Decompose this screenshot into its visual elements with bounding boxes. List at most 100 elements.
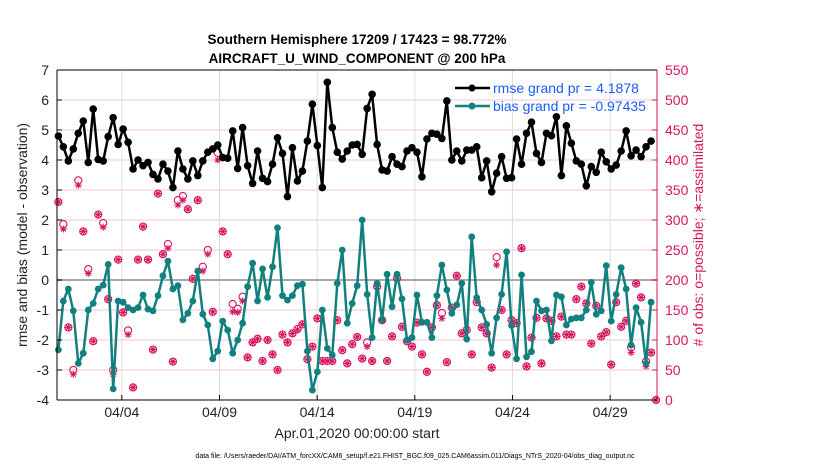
obs-assimilated-marker (567, 331, 575, 339)
obs-possible-marker (133, 255, 143, 264)
rmse-point (517, 160, 526, 168)
bias-point (269, 263, 276, 271)
bias-point (463, 335, 471, 343)
obs-assimilated-marker (607, 361, 615, 369)
obs-possible-marker (258, 356, 267, 366)
obs-possible-marker (502, 350, 511, 359)
obs-possible-marker (79, 227, 88, 236)
obs-assimilated-marker (244, 353, 252, 361)
obs-assimilated-marker (552, 332, 560, 340)
x-tick-label: 04/29 (593, 404, 628, 420)
obs-assimilated-marker (602, 328, 610, 336)
bias-point (413, 291, 421, 299)
y-right-tick-label: 550 (665, 62, 689, 78)
obs-assimilated-marker (293, 326, 301, 334)
bias-point (363, 291, 371, 298)
bias-point (582, 306, 590, 314)
obs-assimilated-marker (343, 359, 351, 367)
bias-point (328, 351, 336, 359)
obs-assimilated-marker (537, 359, 545, 367)
bias-point (189, 297, 197, 305)
rmse-point (487, 188, 496, 196)
obs-possible-marker (158, 250, 168, 259)
rmse-point (189, 157, 197, 165)
obs-assimilated-marker (313, 314, 321, 322)
obs-assimilated-marker (468, 350, 476, 358)
rmse-point (612, 161, 620, 169)
rmse-point (363, 104, 371, 113)
y-right-tick-label: 150 (665, 302, 689, 318)
bias-point (234, 336, 242, 344)
bias-point (513, 355, 520, 363)
obs-possible-marker (522, 362, 531, 371)
bias-point (587, 279, 595, 286)
rmse-point (194, 171, 202, 180)
asterisk-stroke (573, 296, 580, 303)
obs-assimilated-marker (368, 357, 376, 365)
bias-point (174, 282, 182, 290)
rmse-point (413, 148, 421, 156)
rmse-point (532, 149, 541, 158)
rmse-point (622, 127, 630, 135)
asterisk-stroke (70, 371, 77, 378)
asterisk-stroke (170, 358, 176, 365)
asterisk-stroke (145, 256, 151, 263)
obs-possible-marker (452, 271, 461, 280)
asterisk-stroke (284, 339, 291, 346)
y-right-tick-label: 100 (665, 332, 689, 348)
asterisk-stroke (175, 202, 181, 208)
obs-assimilated-marker (363, 343, 371, 351)
bias-point (378, 316, 386, 324)
rmse-point (637, 152, 645, 161)
obs-possible-marker (587, 339, 596, 348)
y-right-tick-label: 50 (665, 362, 681, 378)
obs-possible-marker (288, 329, 297, 338)
obs-assimilated-marker (99, 223, 107, 231)
obs-possible-marker (168, 357, 178, 366)
x-tick-label: 04/04 (104, 404, 139, 420)
rmse-point (298, 167, 307, 175)
rmse-point (527, 118, 536, 126)
bias-point (433, 292, 441, 299)
obs-possible-marker (54, 197, 63, 207)
rmse-point (597, 148, 606, 156)
asterisk-stroke (339, 347, 346, 354)
bias-point (299, 280, 306, 288)
rmse-point (69, 145, 78, 153)
x-tick-label: 04/19 (397, 404, 432, 420)
bias-point (343, 319, 351, 327)
bias-point (612, 291, 620, 298)
obs-assimilated-marker (498, 306, 506, 314)
rmse-point (557, 171, 566, 180)
obs-assimilated-marker (139, 223, 147, 231)
obs-assimilated-marker (488, 364, 496, 372)
asterisk-stroke (224, 251, 231, 258)
obs-assimilated-marker (169, 358, 177, 366)
asterisk-stroke (199, 268, 206, 274)
asterisk-stroke (185, 206, 191, 213)
obs-possible-marker (353, 332, 362, 342)
obs-assimilated-marker (617, 323, 625, 331)
obs-possible-marker (517, 244, 526, 253)
bias-point (627, 341, 635, 349)
rmse-point (278, 149, 287, 158)
rmse-point (512, 135, 521, 143)
obs-possible-marker (218, 227, 227, 236)
obs-possible-marker (532, 313, 541, 322)
obs-assimilated-marker (278, 331, 286, 339)
obs-assimilated-marker (503, 350, 511, 358)
obs-possible-marker (607, 360, 616, 369)
obs-assimilated-marker (79, 227, 87, 235)
asterisk-stroke (309, 343, 316, 350)
asterisk-stroke (598, 333, 605, 340)
obs-possible-marker (118, 308, 128, 317)
obs-possible-marker (631, 279, 641, 288)
x-tick-label: 04/09 (202, 404, 237, 420)
obs-possible-marker (417, 350, 427, 359)
bias-point (69, 307, 77, 315)
obs-assimilated-marker (388, 332, 396, 340)
rmse-point (457, 157, 466, 165)
asterisk-stroke (488, 364, 495, 371)
rmse-point (602, 158, 611, 166)
